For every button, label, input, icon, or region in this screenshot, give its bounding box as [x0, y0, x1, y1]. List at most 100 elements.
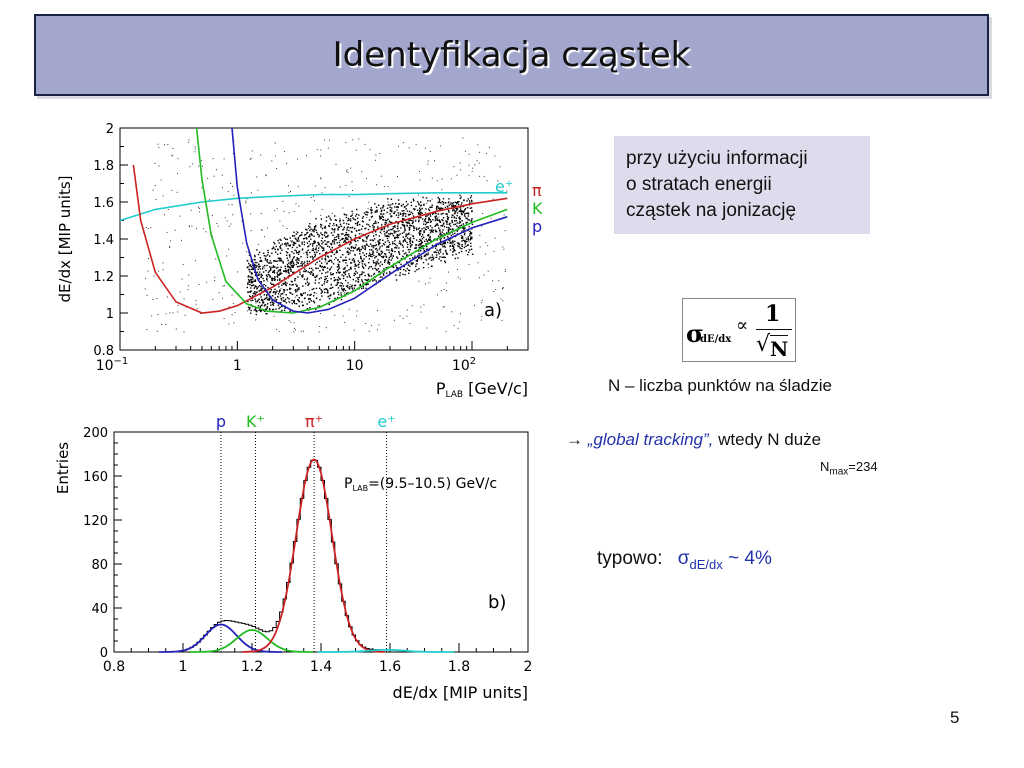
scatter-point: [359, 237, 361, 239]
scatter-point: [413, 209, 416, 211]
scatter-point: [435, 231, 438, 233]
typowo-label: typowo:: [597, 548, 663, 569]
scatter-point: [249, 158, 251, 160]
scatter-point: [281, 260, 283, 262]
scatter-point: [381, 276, 383, 278]
scatter-point: [457, 276, 459, 278]
scatter-point: [502, 288, 503, 290]
scatter-point: [364, 227, 366, 230]
scatter-point: [317, 242, 320, 244]
scatter-point: [320, 266, 323, 268]
scatter-point: [254, 255, 256, 258]
scatter-point: [301, 231, 303, 234]
scatter-point: [215, 258, 217, 260]
x-tick-label: 10−1: [96, 356, 129, 374]
scatter-point: [296, 266, 299, 268]
scatter-point: [294, 296, 296, 298]
scatter-point: [368, 254, 370, 256]
scatter-point: [234, 312, 236, 314]
scatter-point: [385, 266, 387, 269]
scatter-point: [296, 246, 298, 249]
scatter-point: [275, 308, 277, 310]
scatter-point: [467, 239, 470, 241]
scatter-point: [391, 250, 394, 252]
scatter-point: [467, 236, 469, 238]
scatter-point: [181, 239, 182, 241]
scatter-point: [277, 239, 279, 242]
scatter-point: [449, 249, 452, 251]
scatter-point: [379, 242, 381, 245]
scatter-point: [481, 316, 483, 318]
scatter-point: [267, 303, 269, 305]
scatter-point: [361, 273, 363, 275]
scatter-point: [265, 312, 267, 315]
scatter-point: [406, 267, 408, 270]
scatter-point: [261, 299, 263, 301]
annotation-plab: PLAB=(9.5–10.5) GeV/c: [344, 476, 497, 493]
scatter-point: [400, 243, 402, 246]
scatter-point: [360, 287, 363, 290]
scatter-point: [260, 154, 262, 156]
scatter-point: [394, 240, 396, 242]
scatter-point: [251, 268, 253, 270]
scatter-point: [263, 252, 265, 254]
scatter-point: [374, 257, 376, 259]
scatter-point: [266, 280, 268, 282]
scatter-point: [232, 214, 234, 216]
scatter-point: [155, 198, 157, 200]
scatter-point: [254, 280, 257, 282]
scatter-point: [347, 217, 350, 220]
scatter-point: [447, 207, 449, 209]
scatter-point: [288, 212, 290, 214]
scatter-point: [419, 207, 421, 209]
scatter-point: [309, 272, 311, 274]
scatter-point: [309, 256, 312, 258]
scatter-point: [292, 283, 294, 286]
scatter-point: [266, 261, 269, 263]
scatter-point: [411, 263, 413, 265]
scatter-point: [414, 220, 417, 222]
scatter-point: [354, 247, 356, 249]
scatter-point: [452, 240, 454, 242]
scatter-point: [318, 331, 320, 333]
scatter-point: [321, 246, 323, 248]
scatter-point: [358, 214, 360, 216]
scatter-point: [399, 272, 401, 274]
scatter-point: [145, 277, 147, 279]
scatter-point: [325, 220, 328, 222]
scatter-point: [424, 218, 426, 221]
scatter-point: [311, 243, 314, 245]
scatter-point: [439, 232, 442, 235]
scatter-point: [146, 294, 148, 296]
scatter-point: [361, 280, 364, 283]
scatter-point: [410, 201, 412, 203]
scatter-point: [233, 322, 235, 324]
scatter-point: [356, 248, 358, 251]
typowo-sub: dE/dx: [689, 556, 723, 572]
scatter-point: [351, 227, 353, 229]
scatter-point: [428, 217, 430, 219]
scatter-point: [286, 297, 289, 299]
scatter-point: [338, 226, 341, 228]
scatter-point: [172, 312, 174, 314]
scatter-point: [459, 210, 462, 213]
scatter-point: [399, 230, 401, 232]
scatter-point: [375, 234, 377, 236]
scatter-point: [435, 230, 437, 233]
scatter-point: [411, 305, 413, 307]
scatter-point: [347, 171, 349, 173]
scatter-point: [297, 158, 298, 160]
scatter-point: [330, 283, 332, 285]
scatter-point: [264, 267, 266, 269]
scatter-point: [250, 287, 252, 289]
scatter-point: [470, 207, 473, 209]
scatter-point: [358, 261, 361, 264]
scatter-point: [402, 246, 404, 248]
scatter-point: [285, 242, 287, 244]
scatter-point: [248, 308, 250, 311]
scatter-point: [413, 237, 415, 240]
scatter-point: [400, 213, 402, 215]
scatter-point: [423, 231, 425, 234]
scatter-point: [363, 254, 366, 256]
